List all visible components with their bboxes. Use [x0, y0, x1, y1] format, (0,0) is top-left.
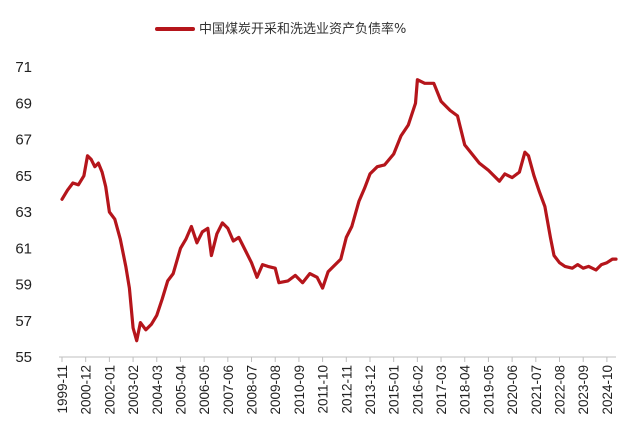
- x-tick-label: 2007-06: [221, 365, 236, 415]
- x-axis: 1999-11 2000-12 2002-01 2003-02 2004-03 2005-…: [55, 356, 616, 415]
- x-tick-label: 2020-06: [505, 365, 520, 415]
- x-tick-label: 2003-02: [126, 365, 141, 415]
- x-tick-label: 2009-08: [268, 365, 283, 415]
- series-line: [60, 78, 618, 343]
- x-tick-label: 2021-07: [529, 365, 544, 415]
- y-tick-label: 57: [15, 313, 32, 330]
- x-tick-label: 2015-01: [387, 365, 402, 415]
- x-tick-label: 2023-09: [576, 365, 591, 415]
- x-tick-label: 2004-03: [150, 365, 165, 415]
- x-tick-label: 2016-02: [410, 365, 425, 415]
- x-tick-label: 2013-12: [363, 365, 378, 415]
- x-tick-label: 2018-04: [458, 365, 473, 415]
- y-axis: 55 57 59 61 63 65 67 69 71: [15, 59, 32, 366]
- y-tick-label: 69: [15, 95, 32, 112]
- x-tick-label: 1999-11: [55, 365, 70, 414]
- y-tick-label: 63: [15, 204, 32, 221]
- x-tick-label: 2006-05: [197, 365, 212, 415]
- x-tick-label: 2008-07: [245, 365, 260, 415]
- x-tick-label: 2019-05: [481, 365, 496, 415]
- x-tick-label: 2012-11: [339, 365, 354, 414]
- legend: 中国煤炭开采和洗选业资产负债率%: [155, 21, 406, 37]
- y-tick-label: 55: [15, 349, 32, 366]
- series-layer: [60, 78, 618, 343]
- x-tick-label: 2022-08: [553, 365, 568, 415]
- y-tick-label: 61: [15, 240, 32, 257]
- y-tick-label: 65: [15, 168, 32, 185]
- x-tick-label: 2000-12: [79, 365, 94, 415]
- y-tick-label: 59: [15, 277, 32, 294]
- x-tick-label: 2005-04: [173, 365, 188, 415]
- legend-label: 中国煤炭开采和洗选业资产负债率%: [199, 21, 406, 37]
- x-tick-label: 2011-10: [316, 365, 331, 414]
- x-tick-label: 2002-01: [102, 365, 117, 415]
- x-tick-label: 2024-10: [600, 365, 615, 415]
- x-tick-label: 2010-09: [292, 365, 307, 415]
- y-tick-label: 71: [15, 59, 32, 76]
- y-tick-label: 67: [15, 132, 32, 149]
- x-tick-label: 2017-03: [434, 365, 449, 415]
